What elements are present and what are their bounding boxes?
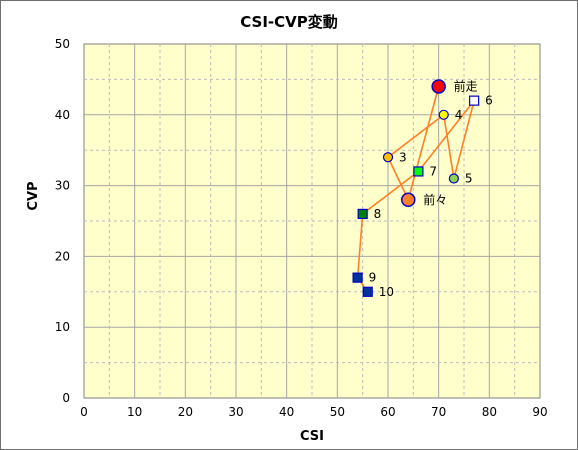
data-point: 10 (362, 285, 394, 299)
x-tick-label: 40 (279, 405, 294, 419)
y-axis-label: CVP (26, 181, 41, 210)
x-tick-label: 50 (330, 405, 345, 419)
x-tick-label: 0 (80, 405, 88, 419)
y-tick-label: 20 (55, 249, 70, 263)
point-label: 3 (399, 150, 407, 164)
point-marker (438, 109, 449, 120)
chart-title: CSI-CVP変動 (240, 13, 338, 31)
point-label: 8 (374, 207, 382, 221)
point-label: 前走 (454, 78, 478, 93)
y-tick-label: 0 (62, 391, 70, 405)
point-label: 5 (465, 172, 473, 186)
data-point: 3 (382, 150, 407, 164)
x-axis-label: CSI (300, 429, 324, 444)
point-marker (362, 286, 373, 297)
x-tick-label: 20 (178, 405, 193, 419)
data-point: 7 (413, 164, 437, 178)
point-label: 9 (369, 271, 377, 285)
point-marker (382, 152, 394, 163)
point-label: 7 (429, 164, 437, 178)
y-tick-label: 40 (55, 108, 70, 122)
point-label: 10 (379, 285, 394, 299)
point-marker (357, 208, 368, 220)
y-tick-labels: 0 10 20 30 40 50 (55, 37, 70, 405)
point-marker (413, 166, 424, 177)
x-tick-label: 10 (127, 405, 142, 419)
data-point: 前走 (431, 78, 478, 94)
point-label: 4 (455, 108, 463, 122)
point-label: 6 (485, 94, 493, 108)
point-marker (448, 173, 459, 184)
data-point: 前々 (401, 192, 447, 208)
y-tick-label: 10 (55, 320, 70, 334)
series-line (356, 86, 475, 293)
point-label: 前々 (423, 192, 447, 207)
x-tick-label: 30 (228, 405, 243, 419)
point-marker (431, 79, 446, 94)
y-tick-label: 50 (55, 37, 70, 51)
x-tick-label: 80 (482, 405, 497, 419)
point-marker (352, 272, 363, 283)
data-point: 5 (448, 172, 473, 186)
x-tick-labels: 0 10 20 30 40 50 60 70 80 90 (80, 405, 547, 419)
x-tick-label: 60 (380, 405, 395, 419)
grid-lines (84, 44, 540, 398)
y-tick-label: 30 (55, 179, 70, 193)
point-marker (401, 192, 416, 208)
series-path (356, 86, 475, 293)
x-tick-label: 70 (431, 405, 446, 419)
point-marker (469, 95, 480, 106)
data-point: 8 (357, 207, 382, 221)
x-tick-label: 90 (532, 405, 547, 419)
data-point: 6 (469, 94, 493, 108)
data-point: 9 (352, 271, 377, 285)
data-point: 4 (438, 108, 463, 122)
